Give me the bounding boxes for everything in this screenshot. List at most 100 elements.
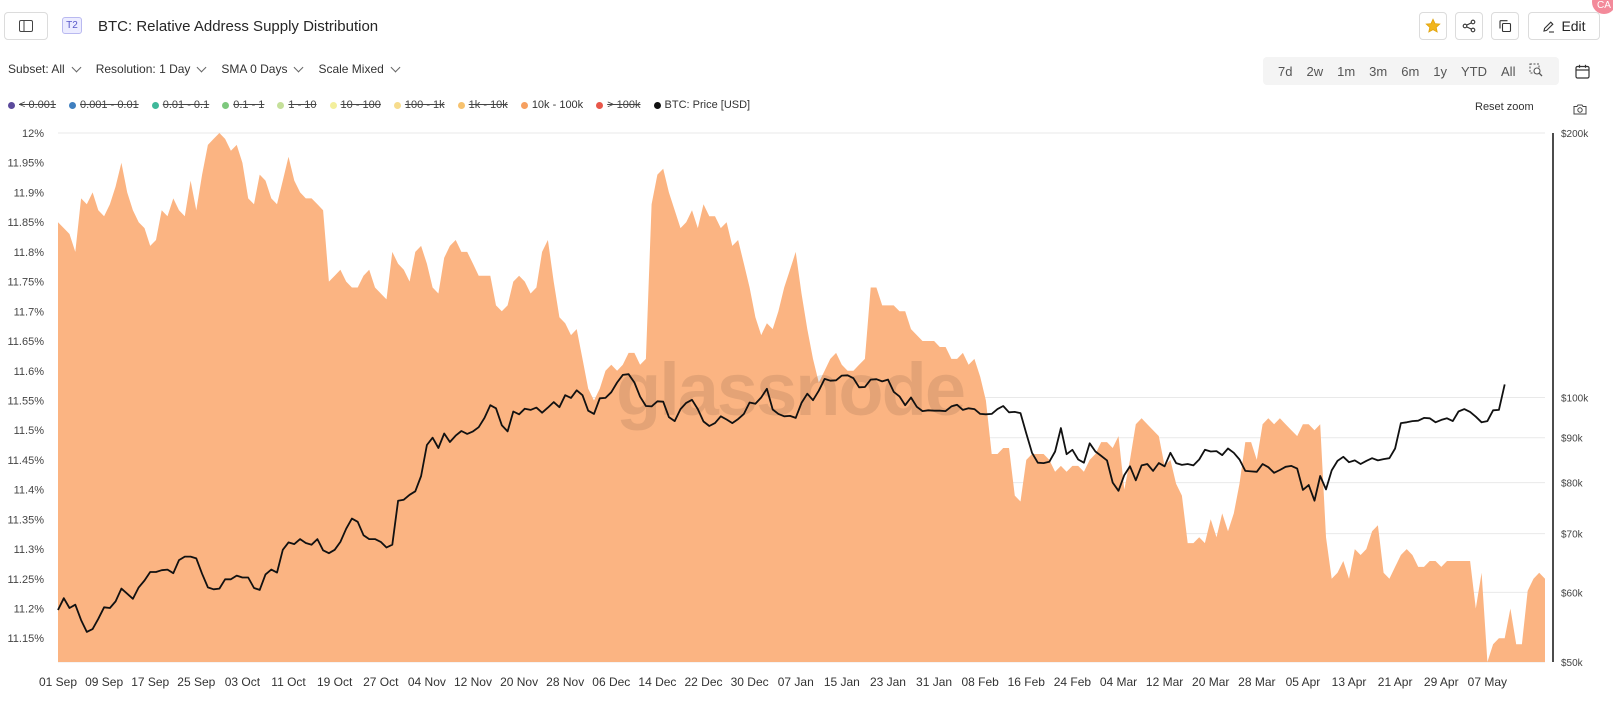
copy-icon <box>1499 20 1512 33</box>
x-tick-label: 11 Oct <box>271 675 306 689</box>
y-left-tick-label: 11.25% <box>8 574 45 586</box>
chevron-down-icon <box>294 62 304 72</box>
x-tick-label: 13 Apr <box>1332 675 1367 689</box>
screenshot-button[interactable] <box>1573 102 1589 116</box>
y-left-tick-label: 11.15% <box>8 633 45 645</box>
legend-dot <box>277 101 285 109</box>
x-tick-label: 14 Dec <box>638 675 676 689</box>
x-tick-label: 19 Oct <box>317 675 353 689</box>
legend-item-10k-100k[interactable]: 10k - 100k <box>520 99 584 111</box>
legend-dot <box>653 101 661 109</box>
avatar[interactable]: CA <box>1592 0 1613 14</box>
y-left-tick-label: 11.95% <box>8 158 45 170</box>
star-icon <box>1425 18 1441 33</box>
y-left-tick-label: 12% <box>22 128 44 140</box>
x-tick-label: 28 Mar <box>1238 675 1275 689</box>
legend-dot <box>151 101 159 109</box>
resolution-label: Resolution: 1 Day <box>95 62 191 76</box>
x-tick-label: 20 Nov <box>500 675 538 689</box>
legend-label: 10k - 100k <box>531 99 584 111</box>
y-right-tick-label: $90k <box>1561 434 1584 445</box>
y-left-tick-label: 11.75% <box>8 277 45 289</box>
pencil-icon <box>1543 20 1555 33</box>
date-picker-button[interactable] <box>1567 57 1597 85</box>
sma-dropdown[interactable]: SMA 0 Days <box>221 62 304 76</box>
x-tick-label: 28 Nov <box>546 675 584 689</box>
legend-item-10-100[interactable]: 10 - 100 <box>329 99 381 111</box>
range-all[interactable]: All <box>1501 63 1516 79</box>
x-tick-label: 20 Mar <box>1192 675 1229 689</box>
legend-item-1-10[interactable]: 1 - 10 <box>277 99 317 111</box>
legend-item-100-1k[interactable]: 100 - 1k <box>393 99 445 111</box>
legend-label: 1k - 10k <box>468 99 508 111</box>
legend-label: 1 - 10 <box>288 99 317 111</box>
x-tick-label: 22 Dec <box>685 675 723 689</box>
y-left-tick-label: 11.55% <box>8 395 45 407</box>
y-left-tick-label: 11.5% <box>14 425 45 437</box>
duplicate-button[interactable] <box>1491 12 1519 40</box>
range-7d[interactable]: 7d <box>1278 63 1293 79</box>
y-right-tick-label: $60k <box>1561 588 1584 599</box>
legend-item-1k-10k[interactable]: 1k - 10k <box>457 99 508 111</box>
area-series-10k-100k <box>58 133 1545 662</box>
resolution-dropdown[interactable]: Resolution: 1 Day <box>95 62 207 76</box>
x-tick-label: 07 May <box>1468 675 1507 689</box>
left-axis: 12% 11.95% 11.9% 11.85% 11.8% 11.75% 11.7% 11.6… <box>8 128 45 645</box>
x-tick-label: 23 Jan <box>870 675 906 689</box>
range-6m[interactable]: 6m <box>1401 63 1420 79</box>
legend-label: 0.01 - 0.1 <box>162 99 210 111</box>
range-3m[interactable]: 3m <box>1369 63 1388 79</box>
legend-label: 100 - 1k <box>404 99 445 111</box>
filter-bar: Subset: All Resolution: 1 Day SMA 0 Days… <box>8 62 401 76</box>
y-left-tick-label: 11.9% <box>14 187 45 199</box>
y-right-tick-label: $200k <box>1561 129 1589 140</box>
y-left-tick-label: 11.7% <box>14 306 45 318</box>
favorite-button[interactable] <box>1419 12 1447 40</box>
legend-dot <box>393 101 401 109</box>
legend-label: 0.001 - 0.01 <box>80 99 139 111</box>
share-icon <box>1462 19 1476 33</box>
reset-zoom-button[interactable]: Reset zoom <box>1475 101 1534 113</box>
zoom-select-button[interactable] <box>1522 63 1550 80</box>
y-right-tick-label: $100k <box>1561 394 1589 405</box>
legend-item-0.001-0.01[interactable]: 0.001 - 0.01 <box>69 99 139 111</box>
y-left-tick-label: 11.4% <box>14 485 45 497</box>
legend-item-gt-100k[interactable]: > 100k <box>596 99 641 111</box>
legend-item-btc-price[interactable]: BTC: Price [USD] <box>653 99 750 111</box>
chart-legend: < 0.001 0.001 - 0.01 0.01 - 0.1 0.1 - 1 … <box>8 99 750 111</box>
sidebar-toggle-button[interactable] <box>4 12 48 40</box>
x-tick-label: 30 Dec <box>731 675 769 689</box>
range-ytd[interactable]: YTD <box>1461 63 1488 79</box>
tier-badge: T2 <box>62 17 82 34</box>
edit-label: Edit <box>1561 18 1586 34</box>
x-tick-label: 25 Sep <box>177 675 215 689</box>
x-tick-label: 05 Apr <box>1286 675 1321 689</box>
edit-button[interactable]: Edit <box>1528 12 1600 40</box>
x-tick-label: 09 Sep <box>85 675 123 689</box>
x-tick-label: 01 Sep <box>39 675 77 689</box>
legend-label: 10 - 100 <box>340 99 381 111</box>
legend-item-0.1-1[interactable]: 0.1 - 1 <box>222 99 264 111</box>
legend-dot <box>8 101 15 109</box>
scale-dropdown[interactable]: Scale Mixed <box>318 62 401 76</box>
y-right-tick-label: $50k <box>1561 658 1584 669</box>
legend-label: < 0.001 <box>19 99 57 111</box>
subset-dropdown[interactable]: Subset: All <box>8 62 82 76</box>
scale-label: Scale Mixed <box>318 62 384 76</box>
y-left-tick-label: 11.2% <box>14 604 45 616</box>
y-left-tick-label: 11.65% <box>8 336 45 348</box>
camera-icon <box>1573 104 1587 115</box>
legend-item-lt-0.001[interactable]: < 0.001 <box>8 99 56 111</box>
range-1m[interactable]: 1m <box>1337 63 1356 79</box>
y-left-tick-label: 11.85% <box>8 217 45 229</box>
range-2w[interactable]: 2w <box>1306 63 1324 79</box>
share-button[interactable] <box>1455 12 1483 40</box>
y-left-tick-label: 11.35% <box>8 514 45 526</box>
x-tick-label: 06 Dec <box>592 675 630 689</box>
legend-item-0.01-0.1[interactable]: 0.01 - 0.1 <box>151 99 210 111</box>
sma-label: SMA 0 Days <box>221 62 288 76</box>
range-1y[interactable]: 1y <box>1433 63 1448 79</box>
chart[interactable]: glassnode 12% 11.95% 11.9% 11.85% 11.8% 11.75… <box>0 125 1613 715</box>
x-tick-label: 27 Oct <box>363 675 399 689</box>
x-tick-label: 03 Oct <box>225 675 261 689</box>
